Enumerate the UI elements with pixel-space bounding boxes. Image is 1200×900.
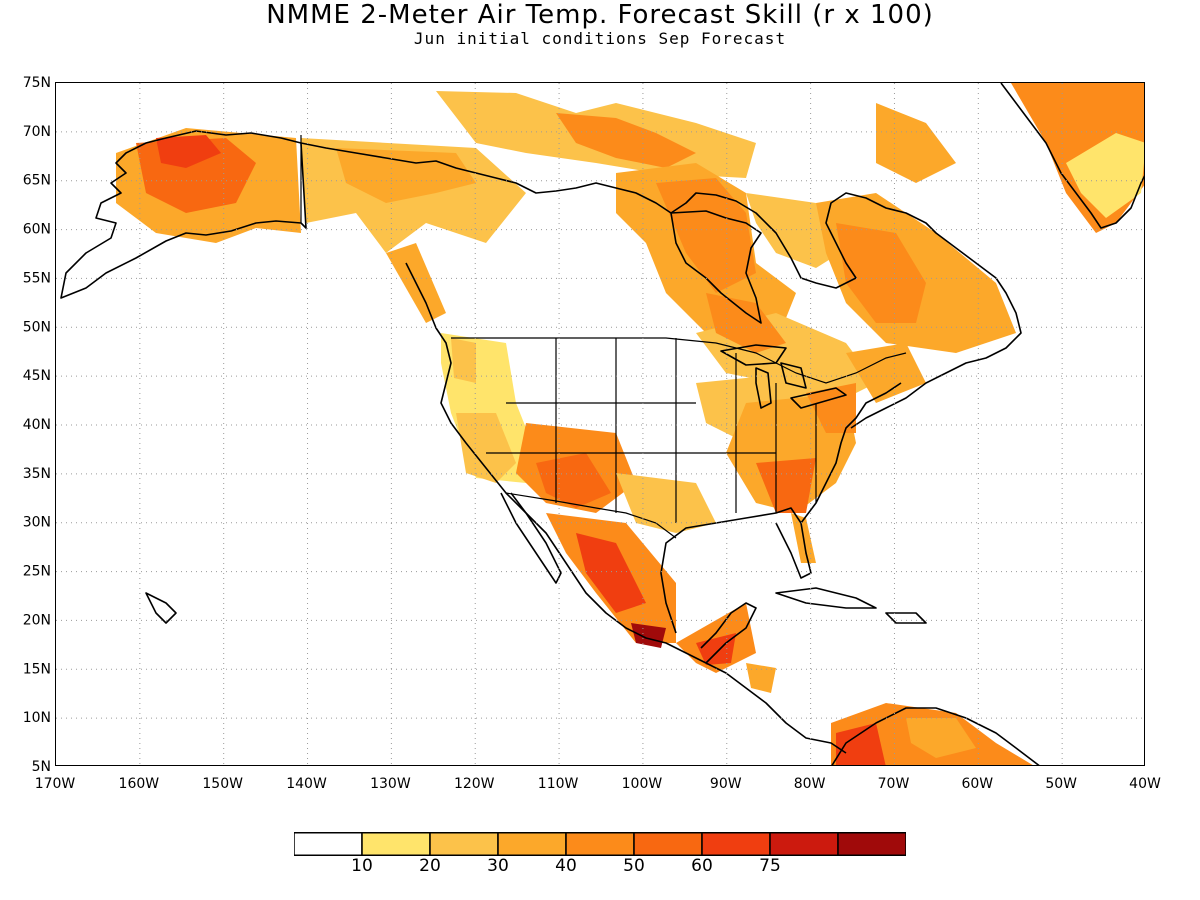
lat-tick-label: 50N: [23, 319, 51, 335]
lon-tick-label: 60W: [961, 776, 993, 792]
colorbar-swatch: [769, 832, 839, 856]
region-quebec-hot: [836, 223, 926, 323]
region-nw-coast: [451, 338, 476, 383]
lat-tick-label: 25N: [23, 564, 51, 580]
region-new-england: [846, 343, 926, 403]
coast-canada: [300, 142, 1022, 429]
lon-tick-label: 130W: [370, 776, 411, 792]
borders: [300, 135, 907, 539]
colorbar-label: 20: [419, 856, 441, 876]
region-greenland-cool: [1066, 133, 1144, 218]
lat-tick-label: 15N: [23, 661, 51, 677]
coast-east: [800, 382, 902, 524]
coast-hawaii: [145, 592, 177, 624]
coastlines: [60, 83, 1144, 765]
border-us-canada: [451, 337, 907, 384]
coast-hispaniola: [885, 612, 927, 624]
region-mexico-peak: [631, 623, 666, 648]
colorbar-swatch: [565, 832, 635, 856]
region-texas: [616, 473, 716, 533]
coast-west: [405, 262, 847, 754]
skill-shading: [116, 83, 1144, 765]
coast-south-america: [831, 707, 1040, 765]
colorbar-label: 40: [555, 856, 577, 876]
lake-superior: [720, 344, 787, 366]
lon-tick-label: 90W: [710, 776, 742, 792]
colorbar-label: 10: [351, 856, 373, 876]
colorbar-swatch: [361, 832, 431, 856]
colorbar: [293, 832, 907, 856]
map-gridlines: [56, 83, 1144, 765]
lat-tick-label: 10N: [23, 710, 51, 726]
region-yukon-hot: [336, 148, 476, 203]
colorbar-label: 30: [487, 856, 509, 876]
lat-tick-label: 45N: [23, 368, 51, 384]
lat-tick-label: 65N: [23, 173, 51, 189]
region-ontario-hot: [706, 293, 786, 353]
lat-tick-label: 75N: [23, 75, 51, 91]
lon-tick-label: 110W: [538, 776, 579, 792]
region-arctic-hot: [556, 113, 696, 168]
region-central-america-hot: [696, 633, 736, 665]
map-subtitle: Jun initial conditions Sep Forecast: [413, 29, 787, 48]
lon-tick-label: 120W: [454, 776, 495, 792]
border-us-mexico: [505, 492, 677, 539]
lon-tick-label: 150W: [202, 776, 243, 792]
coast-hudson-bay: [670, 210, 762, 324]
colorbar-swatch: [837, 832, 907, 856]
lat-tick-label: 60N: [23, 222, 51, 238]
region-venezuela: [906, 718, 976, 758]
colorbar-swatch: [497, 832, 567, 856]
coast-baja: [500, 492, 562, 584]
region-caribbean-south: [746, 663, 776, 693]
lat-tick-label: 70N: [23, 124, 51, 140]
colorbar-label: 60: [691, 856, 713, 876]
coast-greenland: [1000, 83, 1144, 229]
colorbar-label: 50: [623, 856, 645, 876]
colorbar-label: 75: [759, 856, 781, 876]
lake-michigan: [755, 367, 772, 409]
region-southwest-hot: [536, 453, 611, 508]
lat-tick-label: 55N: [23, 270, 51, 286]
lat-tick-label: 20N: [23, 612, 51, 628]
lake-erie-ontario: [790, 387, 847, 409]
coast-yucatan: [700, 602, 757, 664]
region-us-west-warm: [456, 413, 516, 483]
map-title: NMME 2-Meter Air Temp. Forecast Skill (r…: [266, 0, 934, 30]
coast-cuba: [775, 587, 877, 609]
lon-tick-label: 50W: [1045, 776, 1077, 792]
region-southeast-hot: [756, 458, 816, 513]
lake-huron: [780, 362, 807, 389]
colorbar-labels: 10 20 30 40 50 60 75: [294, 856, 906, 878]
coast-alaska: [60, 130, 307, 299]
lat-tick-label: 30N: [23, 515, 51, 531]
lon-tick-label: 100W: [622, 776, 663, 792]
region-mexico-hot: [576, 533, 646, 613]
region-alaska-peak: [156, 135, 221, 168]
lon-tick-label: 70W: [878, 776, 910, 792]
map-plot-area: [55, 82, 1145, 766]
lat-tick-label: 40N: [23, 417, 51, 433]
lat-tick-label: 35N: [23, 466, 51, 482]
colorbar-swatch: [429, 832, 499, 856]
colorbar-swatch: [633, 832, 703, 856]
lon-tick-label: 40W: [1129, 776, 1161, 792]
lon-tick-label: 160W: [119, 776, 160, 792]
lon-tick-label: 80W: [794, 776, 826, 792]
lon-tick-label: 140W: [286, 776, 327, 792]
region-south-america-hot: [836, 723, 886, 765]
colorbar-swatch: [293, 832, 363, 856]
lon-tick-label: 170W: [35, 776, 76, 792]
colorbar-swatch: [701, 832, 771, 856]
lat-tick-label: 5N: [32, 759, 51, 775]
region-labrador: [876, 103, 956, 183]
